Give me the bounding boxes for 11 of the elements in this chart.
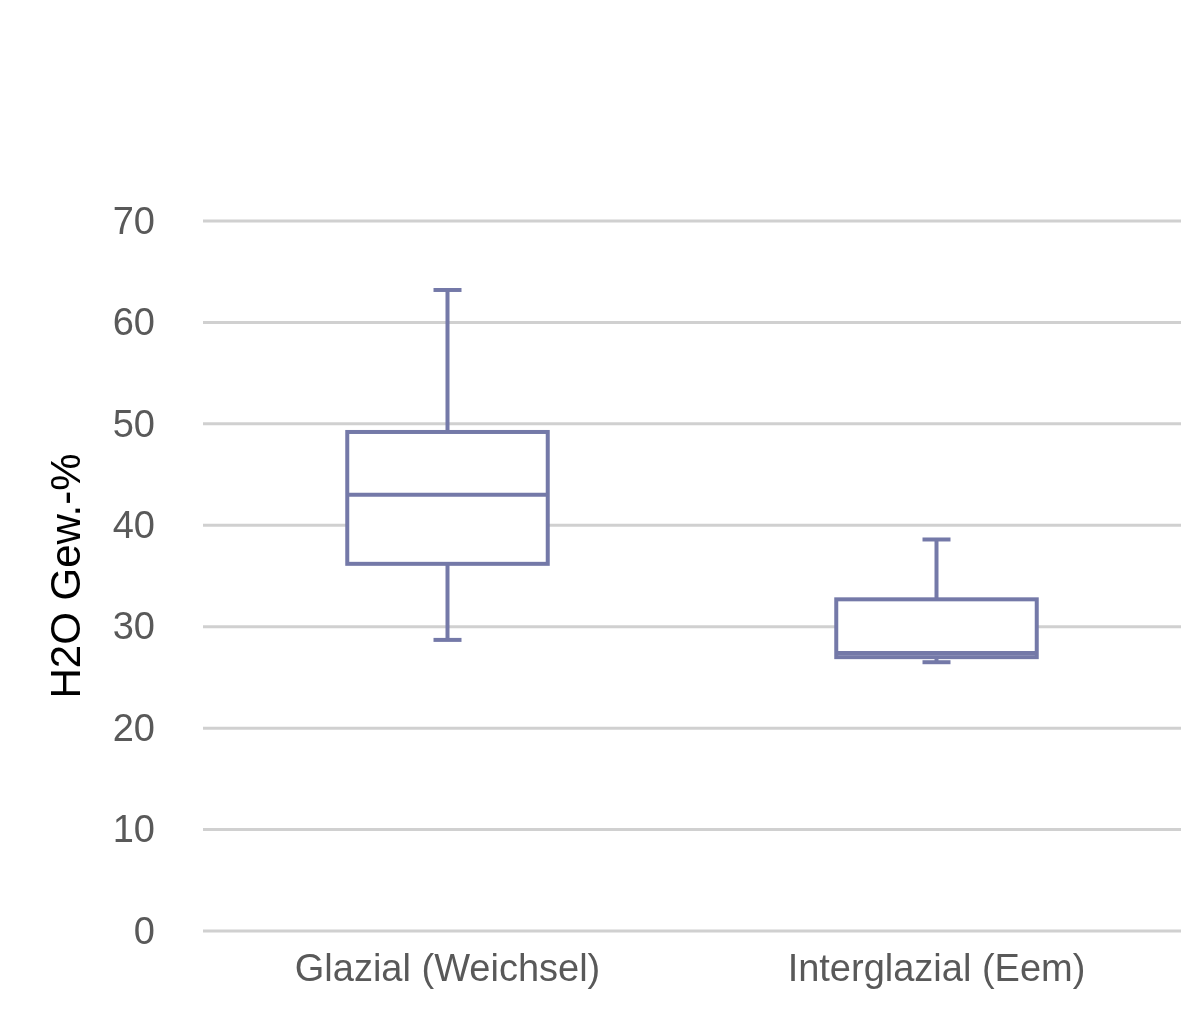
x-tick-label: Glazial (Weichsel)	[294, 946, 601, 989]
y-tick-label: 50	[112, 402, 155, 445]
y-tick-label: 70	[112, 199, 155, 242]
x-tick-label: Interglazial (Eem)	[787, 946, 1086, 989]
y-tick-label: 30	[112, 605, 155, 648]
y-tick-label: 0	[133, 909, 155, 952]
y-tick-label: 20	[112, 706, 155, 749]
y-axis-title: H2O Gew.-%	[42, 453, 89, 699]
y-tick-label: 60	[112, 301, 155, 344]
y-tick-label: 10	[112, 808, 155, 851]
y-tick-label: 40	[112, 503, 155, 546]
